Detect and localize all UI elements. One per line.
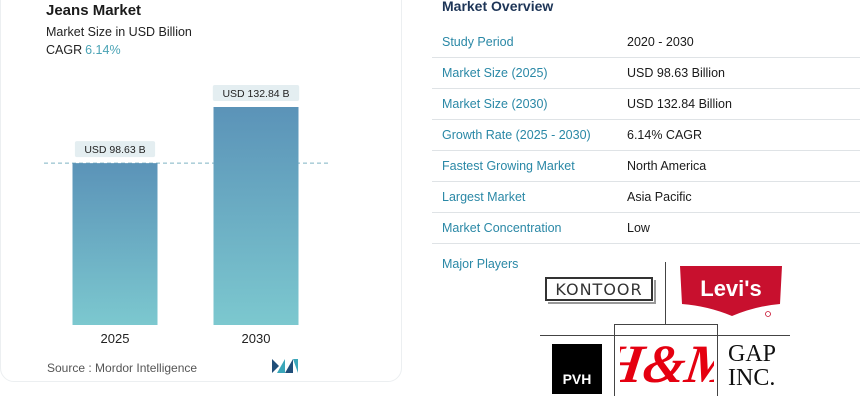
logo-divider: [614, 324, 718, 325]
row-label: Largest Market: [442, 190, 526, 204]
logo-divider: [665, 262, 666, 324]
bar-chart: USD 98.63 B 2025 USD 132.84 B 2030: [44, 85, 330, 346]
row-value: 6.14% CAGR: [627, 128, 703, 142]
row-value: USD 132.84 Billion: [627, 97, 732, 111]
levis-logo-text: Levi's: [700, 276, 762, 301]
logo-divider: [717, 324, 718, 396]
row-value: Low: [627, 221, 650, 235]
levis-logo: Levi's: [680, 266, 782, 317]
overview-row: Market Concentration Low: [432, 213, 860, 244]
kontoor-logo: KONTOOR: [545, 277, 653, 301]
overview-row: Fastest Growing Market North America: [432, 151, 860, 182]
row-value: Asia Pacific: [627, 190, 692, 204]
cagr-value: 6.14%: [85, 43, 121, 57]
overview-row: Market Size (2030) USD 132.84 Billion: [432, 89, 860, 120]
pvh-logo: PVH: [552, 344, 602, 394]
logo-divider: [540, 335, 790, 336]
data-label: USD 98.63 B: [84, 144, 145, 156]
bar-2025: [72, 163, 158, 325]
gap-logo-line2: INC.: [728, 365, 776, 391]
overview-row: Growth Rate (2025 - 2030) 6.14% CAGR: [432, 120, 860, 151]
row-label: Market Size (2025): [442, 66, 548, 80]
hm-logo: H&M: [620, 334, 714, 394]
logo-divider: [614, 324, 615, 396]
chart-subtitle: Market Size in USD Billion: [46, 25, 192, 39]
major-players-label: Major Players: [442, 257, 519, 271]
bar-2030: [213, 107, 299, 325]
overview-table: Study Period 2020 - 2030 Market Size (20…: [432, 27, 860, 244]
row-label: Study Period: [442, 35, 514, 49]
overview-title: Market Overview: [442, 0, 554, 14]
gap-logo: GAP INC.: [728, 342, 776, 390]
chart-source: Source : Mordor Intelligence: [47, 361, 198, 375]
overview-row: Largest Market Asia Pacific: [432, 182, 860, 213]
chart-card: [0, 0, 402, 382]
overview-row: Market Size (2025) USD 98.63 Billion: [432, 58, 860, 89]
data-label-bg: [74, 141, 156, 158]
overview-row: Study Period 2020 - 2030: [432, 27, 860, 58]
row-value: USD 98.63 Billion: [627, 66, 725, 80]
chart-title: Jeans Market: [46, 2, 142, 19]
row-label: Growth Rate (2025 - 2030): [442, 128, 591, 142]
cagr-label: CAGR: [46, 43, 83, 57]
row-value: 2020 - 2030: [627, 35, 694, 49]
gap-logo-line1: GAP: [728, 341, 777, 367]
x-tick-label: 2025: [101, 331, 130, 346]
hm-logo-text: H&M: [620, 334, 714, 394]
chart-cagr: CAGR 6.14%: [46, 43, 121, 57]
row-label: Fastest Growing Market: [442, 159, 575, 173]
data-label-bg: [212, 85, 300, 101]
kontoor-logo-shadow: [548, 280, 656, 304]
x-tick-label: 2030: [242, 331, 271, 346]
row-label: Market Size (2030): [442, 97, 548, 111]
data-label: USD 132.84 B: [222, 88, 289, 100]
row-label: Market Concentration: [442, 221, 562, 235]
row-value: North America: [627, 159, 707, 173]
mordor-intelligence-logo-icon: [272, 359, 298, 373]
